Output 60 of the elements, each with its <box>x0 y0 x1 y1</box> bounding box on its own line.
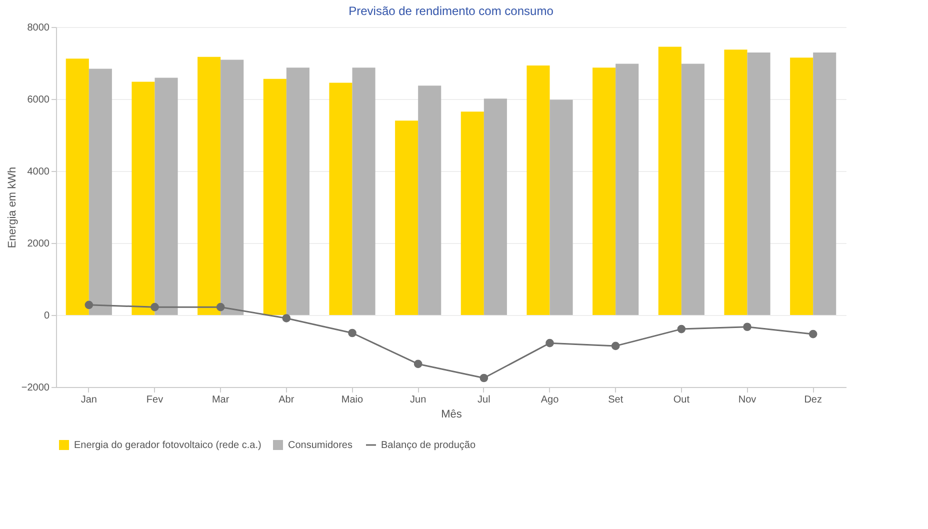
x-tick-label: Out <box>673 394 690 406</box>
x-axis-title: Mês <box>441 408 462 420</box>
bar <box>198 56 221 315</box>
bar <box>790 58 814 315</box>
x-tick-label: Abr <box>278 394 295 406</box>
y-tick-label: 0 <box>44 310 50 322</box>
x-tick-label: Jul <box>478 394 490 406</box>
x-tick-label: Ago <box>540 394 560 406</box>
point <box>348 328 356 338</box>
legend-label: Balanço de produção <box>381 440 476 451</box>
bar <box>220 60 244 315</box>
bar <box>813 52 836 315</box>
y-axis-title: Energia em kWh <box>6 166 18 248</box>
bar <box>66 58 89 315</box>
bar <box>329 82 352 315</box>
bar <box>286 68 310 315</box>
point <box>414 360 422 368</box>
x-tick-label: Set <box>608 394 624 406</box>
y-tick-label: 4000 <box>27 166 50 178</box>
bar <box>658 46 682 315</box>
x-tick-label: Jun <box>410 394 426 406</box>
bar <box>263 78 286 315</box>
point <box>743 322 752 332</box>
y-tick-label: −2000 <box>21 382 50 394</box>
bar <box>154 78 178 315</box>
bar <box>88 68 112 315</box>
legend-label: Consumidores <box>288 440 352 451</box>
point <box>84 300 94 310</box>
point <box>480 374 488 382</box>
point <box>282 314 291 322</box>
chart-title: Previsão de rendimento com consumo <box>348 4 554 18</box>
y-tick-label: 6000 <box>27 94 50 106</box>
y-tick-label: 2000 <box>27 238 50 250</box>
x-tick-label: Dez <box>804 394 822 406</box>
bar <box>681 64 704 315</box>
bar <box>526 66 550 315</box>
legend-label: Energia do gerador fotovoltaico (rede c.a.) <box>74 440 262 451</box>
bar <box>418 86 442 315</box>
x-tick-label: Fev <box>146 394 164 406</box>
x-tick-label: Nov <box>738 394 756 406</box>
point <box>150 302 159 312</box>
y-tick-label: 8000 <box>27 22 50 34</box>
bar <box>724 50 748 315</box>
point <box>611 342 620 350</box>
bar <box>395 120 418 315</box>
point <box>677 324 686 334</box>
x-tick-label: Jan <box>80 394 97 406</box>
bar <box>747 52 770 315</box>
bar <box>550 100 573 315</box>
x-tick-label: Mar <box>212 394 230 406</box>
bar <box>132 82 155 315</box>
point <box>216 302 225 312</box>
bar <box>484 98 507 315</box>
bar <box>352 68 376 315</box>
point <box>808 330 818 338</box>
point <box>546 338 554 348</box>
bar <box>460 112 484 315</box>
bar <box>616 64 639 315</box>
bar <box>592 68 616 315</box>
x-tick-label: Maio <box>341 394 364 406</box>
